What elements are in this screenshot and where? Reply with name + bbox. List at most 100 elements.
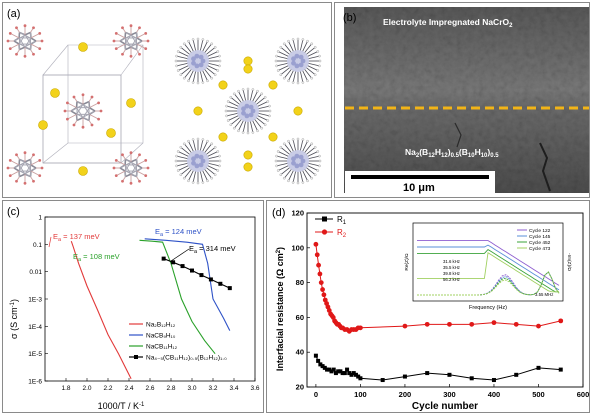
spike-tip bbox=[216, 50, 220, 53]
panel-a-label: (a) bbox=[7, 8, 20, 20]
spike-tip bbox=[301, 38, 305, 41]
h-bond bbox=[30, 43, 40, 50]
ea-symbol: E bbox=[73, 252, 78, 261]
h-bond bbox=[10, 159, 20, 166]
spike-tip bbox=[268, 104, 271, 108]
core-atom bbox=[298, 162, 304, 168]
spike-tip bbox=[174, 59, 178, 63]
cage-bond bbox=[124, 34, 132, 45]
panel-b-label: (b) bbox=[343, 12, 356, 24]
core-atom bbox=[298, 62, 304, 68]
spike-tip bbox=[196, 181, 200, 185]
spike-tip bbox=[316, 169, 320, 172]
series-marker bbox=[558, 367, 563, 372]
ea-subscript: a bbox=[194, 249, 198, 255]
core-atom bbox=[244, 103, 250, 109]
x-tick-label: 500 bbox=[532, 390, 545, 399]
core-atom bbox=[250, 108, 256, 114]
conductivity-chart: (c) 1.8 2.0 2.2 2.4 2.6 2.8 3.0 3.2 3.4 3.61E-61E… bbox=[7, 206, 260, 411]
spike-tip bbox=[276, 150, 280, 153]
ea-symbol: E bbox=[155, 227, 160, 236]
y-tick-label: 0.01 bbox=[29, 269, 42, 276]
spike-tip bbox=[283, 176, 286, 180]
spike-tip bbox=[313, 173, 317, 176]
spike-tip bbox=[275, 164, 278, 168]
series-marker bbox=[327, 367, 332, 372]
cage-bond bbox=[136, 164, 143, 169]
label-part: ) bbox=[487, 147, 490, 157]
spike-tip bbox=[179, 46, 183, 49]
spike-tip bbox=[213, 146, 217, 149]
hydrogen-atom bbox=[90, 95, 94, 99]
sem-crack bbox=[454, 122, 462, 148]
hydrogen-atom bbox=[129, 181, 133, 185]
hydrogen-atom bbox=[138, 179, 141, 183]
sodium-atom bbox=[50, 88, 60, 98]
spike-tip bbox=[218, 159, 222, 163]
spike-tip bbox=[216, 69, 220, 72]
inset-re-curve bbox=[417, 240, 560, 286]
hydrogen-atom bbox=[112, 166, 116, 170]
ea-subscript: a bbox=[160, 232, 164, 238]
sodium-atom bbox=[243, 150, 253, 160]
y-tick-label: 1E-6 bbox=[28, 379, 42, 386]
spiky-cluster bbox=[274, 137, 322, 185]
cage-cluster bbox=[112, 24, 150, 58]
hydrogen-atom bbox=[38, 31, 42, 35]
series-marker bbox=[402, 374, 407, 379]
unit-cell-edge bbox=[42, 142, 69, 164]
series-marker bbox=[342, 371, 347, 376]
inset-legend-label: Cycle 122 bbox=[529, 228, 551, 234]
label-part: 10 bbox=[481, 153, 488, 159]
spike-tip bbox=[213, 173, 217, 176]
spike-tip bbox=[318, 159, 322, 163]
spike-tip bbox=[291, 38, 295, 41]
x-tick-label: 300 bbox=[443, 390, 456, 399]
hydrogen-atom bbox=[32, 52, 35, 56]
x-tick-label: 3.0 bbox=[187, 385, 196, 392]
h-bond bbox=[136, 170, 146, 177]
h-bond bbox=[116, 43, 126, 50]
hydrogen-atom bbox=[144, 31, 148, 35]
h-bond bbox=[10, 32, 20, 39]
h-bond bbox=[116, 170, 126, 177]
spike-tip bbox=[210, 142, 213, 146]
spike-tip bbox=[179, 173, 183, 176]
spike-tip bbox=[218, 154, 221, 158]
core-atom bbox=[300, 158, 306, 164]
hydrogen-atom bbox=[66, 117, 69, 121]
cage-bond bbox=[24, 161, 32, 172]
spike-tip bbox=[210, 42, 213, 46]
h-bond bbox=[136, 43, 146, 50]
cage-bond bbox=[13, 167, 20, 172]
ea-value: = 108 meV bbox=[81, 252, 120, 261]
hydrogen-atom bbox=[138, 153, 141, 157]
label-part: H bbox=[475, 147, 481, 157]
hydrogen-atom bbox=[114, 158, 118, 162]
annotation-pointer bbox=[170, 248, 190, 262]
cage-bond bbox=[18, 34, 26, 45]
core-atom bbox=[298, 54, 304, 60]
spike-tip bbox=[206, 79, 209, 83]
hydrogen-atom bbox=[146, 39, 150, 43]
h-bond bbox=[116, 159, 126, 166]
cage-bond bbox=[24, 158, 31, 163]
hydrogen-atom bbox=[72, 95, 76, 99]
hydrogen-atom bbox=[6, 39, 10, 43]
label-part: H bbox=[435, 147, 441, 157]
series-marker bbox=[353, 372, 358, 377]
core-atom bbox=[200, 158, 206, 164]
series-marker bbox=[349, 372, 354, 377]
x-axis-label: Cycle number bbox=[412, 401, 478, 412]
core-atom bbox=[191, 160, 196, 166]
hydrogen-atom bbox=[121, 153, 124, 157]
cluster-core bbox=[287, 50, 309, 72]
scalebar-label: 10 μm bbox=[403, 182, 435, 194]
core-atom bbox=[198, 62, 204, 68]
x-tick-label: 2.4 bbox=[124, 385, 133, 392]
spike-tip bbox=[176, 150, 180, 153]
spike-tip bbox=[287, 39, 290, 43]
h-bond bbox=[10, 170, 20, 177]
spike-tip bbox=[310, 42, 313, 46]
spike-tip bbox=[251, 88, 255, 91]
